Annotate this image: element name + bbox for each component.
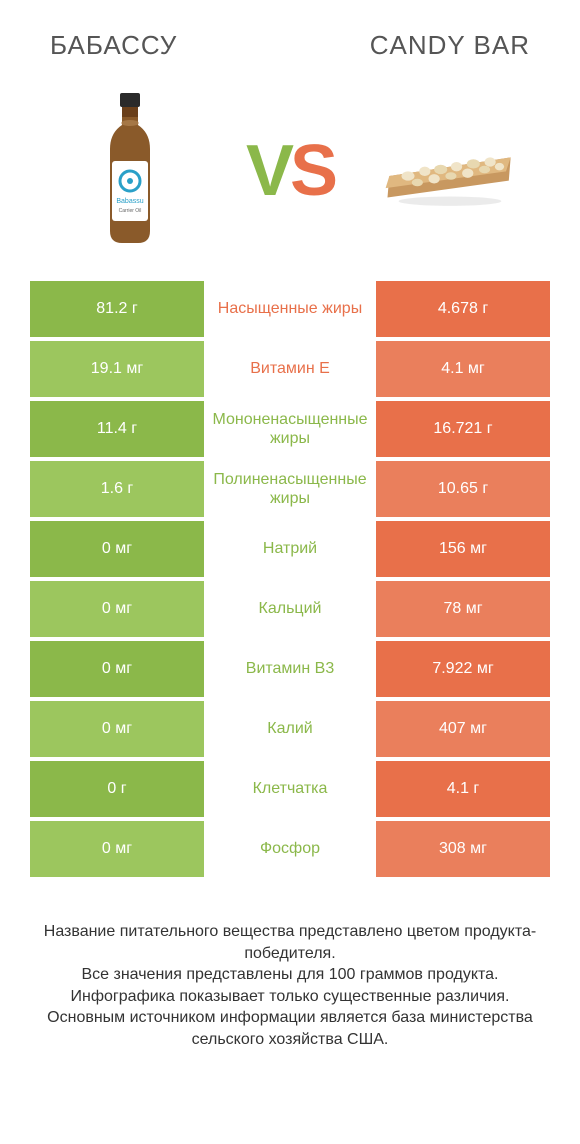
candy-bar-icon	[380, 134, 520, 209]
nutrient-label: Клетчатка	[204, 761, 376, 817]
left-value: 0 мг	[30, 581, 204, 637]
right-value: 156 мг	[376, 521, 550, 577]
left-value: 0 мг	[30, 701, 204, 757]
left-value: 0 мг	[30, 521, 204, 577]
right-value: 308 мг	[376, 821, 550, 877]
table-row: 0 гКлетчатка4.1 г	[30, 761, 550, 817]
table-row: 0 мгВитамин B37.922 мг	[30, 641, 550, 697]
right-value: 16.721 г	[376, 401, 550, 457]
table-row: 81.2 гНасыщенные жиры4.678 г	[30, 281, 550, 337]
nutrient-label: Полиненасыщенные жиры	[204, 461, 376, 517]
nutrient-label: Кальций	[204, 581, 376, 637]
nutrient-label: Мононенасыщенные жиры	[204, 401, 376, 457]
bottle-icon: Babassu Carrier Oil	[90, 91, 170, 251]
right-value: 4.1 мг	[376, 341, 550, 397]
right-product-image	[380, 91, 520, 251]
nutrient-label: Витамин B3	[204, 641, 376, 697]
header: БАБАССУ CANDY BAR	[0, 0, 580, 81]
table-row: 0 мгКальций78 мг	[30, 581, 550, 637]
table-row: 19.1 мгВитамин E4.1 мг	[30, 341, 550, 397]
right-value: 4.1 г	[376, 761, 550, 817]
left-value: 11.4 г	[30, 401, 204, 457]
nutrient-label: Фосфор	[204, 821, 376, 877]
comparison-table: 81.2 гНасыщенные жиры4.678 г19.1 мгВитам…	[0, 281, 580, 877]
table-row: 0 мгФосфор308 мг	[30, 821, 550, 877]
svg-text:Babassu: Babassu	[116, 198, 143, 205]
right-value: 78 мг	[376, 581, 550, 637]
table-row: 1.6 гПолиненасыщенные жиры10.65 г	[30, 461, 550, 517]
footer-line: Название питательного вещества представл…	[30, 921, 550, 964]
footer-line: Инфографика показывает только существенн…	[30, 986, 550, 1008]
nutrient-label: Калий	[204, 701, 376, 757]
left-value: 0 мг	[30, 821, 204, 877]
left-product-image: Babassu Carrier Oil	[60, 91, 200, 251]
left-value: 0 мг	[30, 641, 204, 697]
left-product-title: БАБАССУ	[50, 30, 177, 61]
nutrient-label: Насыщенные жиры	[204, 281, 376, 337]
right-value: 7.922 мг	[376, 641, 550, 697]
left-value: 19.1 мг	[30, 341, 204, 397]
table-row: 0 мгКалий407 мг	[30, 701, 550, 757]
right-value: 4.678 г	[376, 281, 550, 337]
footer-line: Все значения представлены для 100 граммо…	[30, 964, 550, 986]
right-product-title: CANDY BAR	[370, 30, 530, 61]
table-row: 11.4 гМононенасыщенные жиры16.721 г	[30, 401, 550, 457]
right-value: 10.65 г	[376, 461, 550, 517]
left-value: 0 г	[30, 761, 204, 817]
left-value: 81.2 г	[30, 281, 204, 337]
footer-notes: Название питательного вещества представл…	[0, 881, 580, 1051]
left-value: 1.6 г	[30, 461, 204, 517]
nutrient-label: Натрий	[204, 521, 376, 577]
svg-text:Carrier Oil: Carrier Oil	[119, 208, 142, 214]
right-value: 407 мг	[376, 701, 550, 757]
table-row: 0 мгНатрий156 мг	[30, 521, 550, 577]
nutrient-label: Витамин E	[204, 341, 376, 397]
product-images-row: Babassu Carrier Oil VS	[0, 81, 580, 281]
vs-label: VS	[246, 130, 334, 212]
footer-line: Основным источником информации является …	[30, 1007, 550, 1050]
